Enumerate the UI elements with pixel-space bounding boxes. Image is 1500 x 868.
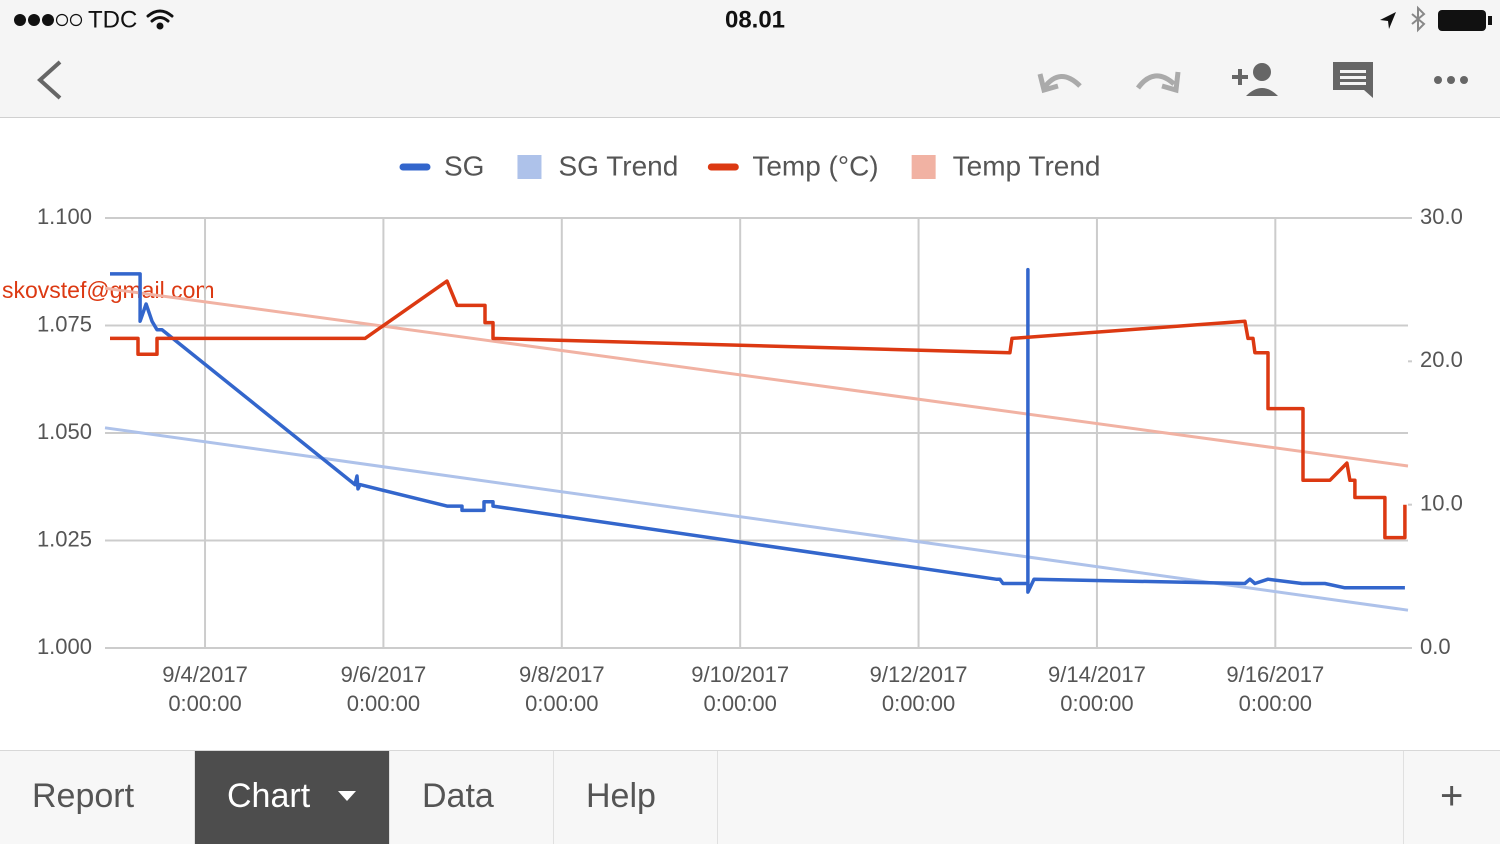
legend-label: Temp Trend <box>953 150 1101 181</box>
screen: TDC 08.01 skovstef@gmail.com 1.000 1.025 1.… <box>0 0 1500 844</box>
legend-label: SG <box>444 150 484 181</box>
location-icon <box>1380 12 1396 29</box>
legend-swatch <box>911 155 936 179</box>
dropdown-arrow-shape <box>338 791 356 801</box>
y-tick-label: 1.025 <box>37 526 92 551</box>
x-tick-label: 9/6/2017 0:00:00 <box>340 662 427 716</box>
add-sheet-button[interactable]: + <box>1403 751 1500 844</box>
series-line <box>110 267 1405 594</box>
y-tick-label: 1.075 <box>37 311 92 336</box>
x-tick-label: 9/4/2017 0:00:00 <box>162 662 248 716</box>
sheet-tab[interactable]: Chart <box>195 751 390 844</box>
chart: skovstef@gmail.com1.0001.0251.0501.0751.… <box>2 150 1463 659</box>
sheet-tab[interactable]: Data <box>390 751 554 844</box>
share-button[interactable] <box>1232 63 1278 96</box>
legend-swatch <box>517 155 542 179</box>
sheet-tabs: + Report Chart Data Help <box>0 750 1500 844</box>
y2-tick-label: 0.0 <box>1420 634 1451 659</box>
undo-button[interactable] <box>1037 73 1082 94</box>
y2-tick-label: 20.0 <box>1420 347 1463 372</box>
x-tick-label: 9/14/2017 0:00:00 <box>1048 662 1146 716</box>
more-button[interactable] <box>1434 76 1468 84</box>
redo-button[interactable] <box>1135 71 1181 94</box>
top-bar: TDC 08.01 <box>0 0 1500 118</box>
x-tick-label: 9/16/2017 0:00:00 <box>1226 662 1325 716</box>
wifi <box>146 9 174 30</box>
battery <box>1438 10 1492 31</box>
legend-label: Temp (°C) <box>752 150 878 181</box>
signal <box>14 13 83 27</box>
y-tick-label: 1.100 <box>37 204 92 229</box>
top-icons: TDC 08.01 <box>14 5 1492 100</box>
sheet-tab[interactable]: Report <box>0 751 195 844</box>
legend-label: SG Trend <box>558 150 678 181</box>
dropdown-arrow[interactable] <box>338 791 358 803</box>
x-tick-label: 9/10/2017 0:00:00 <box>691 662 790 716</box>
back-button[interactable] <box>37 60 62 100</box>
trend-line <box>104 286 1409 468</box>
comment-button[interactable] <box>1333 62 1373 98</box>
y-tick-label: 1.000 <box>37 634 92 659</box>
carrier: TDC <box>88 6 137 33</box>
bluetooth-icon <box>1411 5 1426 33</box>
x-tick-label: 9/8/2017 0:00:00 <box>518 662 605 716</box>
series-line <box>110 279 1407 540</box>
y-tick-label: 1.050 <box>37 419 92 444</box>
sheet-tab[interactable]: Help <box>554 751 718 844</box>
y2-tick-label: 30.0 <box>1420 204 1463 229</box>
x-tick-label: 9/12/2017 0:00:00 <box>869 662 968 716</box>
y2-tick-label: 10.0 <box>1420 490 1463 515</box>
clock: 08.01 <box>725 6 785 33</box>
